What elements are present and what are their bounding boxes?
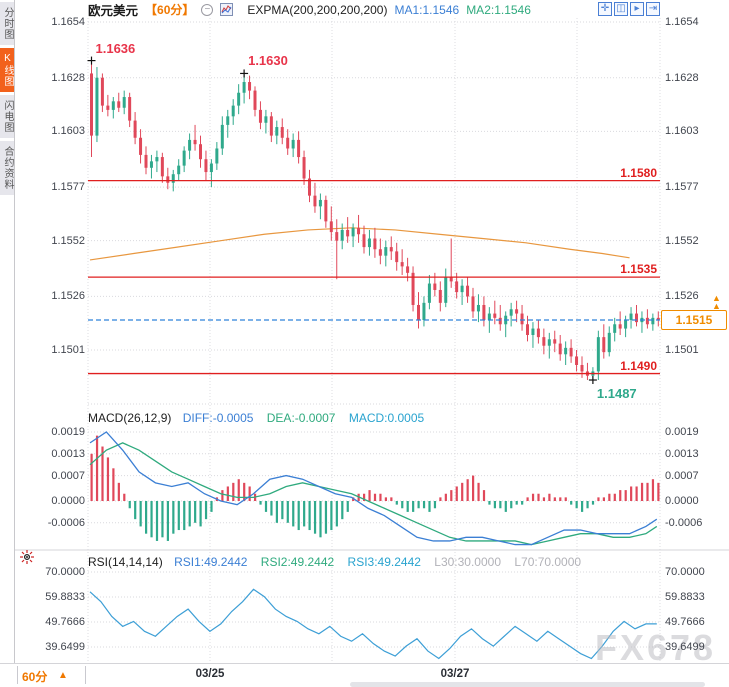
ma1-value: MA1:1.1546 — [394, 2, 460, 17]
axis-label: 1.1526 — [51, 290, 85, 303]
current-price-tag: 1.1515 — [661, 309, 727, 330]
sidebar-tab-kline[interactable]: K线图 — [0, 48, 14, 92]
indicator-chart-icon[interactable] — [220, 3, 234, 16]
axis-label: 59.8833 — [665, 591, 705, 603]
axis-label: 1.1501 — [665, 343, 699, 356]
axis-label: 1.1654 — [51, 16, 85, 28]
timeframe-label[interactable]: 60分 — [22, 670, 48, 684]
high-price-annotation: 1.1636 — [95, 40, 136, 56]
axis-label: 1.1628 — [51, 71, 85, 84]
divider — [85, 666, 86, 684]
shift-right-icon[interactable]: ⇥ — [646, 2, 660, 16]
period-label[interactable]: 【60分】 — [145, 3, 195, 17]
macd-dea-value: DEA:-0.0007 — [266, 411, 336, 425]
sidebar-tab-lightning[interactable]: 闪电图 — [0, 95, 14, 138]
rsi-l70-label: L70:70.0000 — [514, 555, 582, 569]
rsi-l30-label: L30:30.0000 — [434, 555, 501, 569]
price-up-arrow-icon: ▲ ▲ — [712, 292, 721, 311]
axis-label: 70.0000 — [45, 566, 85, 578]
level-line-label: 1.1535 — [620, 262, 657, 277]
toolbar: 欧元美元 【60分】 − EXPMA(200,200,200,200) MA1:… — [88, 1, 531, 19]
axis-label: 1.1654 — [665, 16, 699, 28]
divider — [17, 666, 18, 684]
chart-tool-icons: ✛ ◫ ▸ ⇥ — [598, 2, 660, 16]
indicator-settings-icon[interactable] — [20, 550, 34, 564]
axis-label: 0.0007 — [665, 469, 699, 482]
rsi3-value: RSI3:49.2442 — [347, 555, 421, 569]
ma2-value: MA2:1.1546 — [466, 2, 531, 17]
macd-header: MACD(26,12,9) DIFF:-0.0005 DEA:-0.0007 M… — [88, 411, 424, 425]
axis-label: 49.7666 — [45, 616, 85, 628]
axis-label: 0.0013 — [51, 447, 85, 460]
sidebar-tab-contract-info[interactable]: 合约资料 — [0, 141, 14, 195]
date-label-0325: 03/25 — [195, 668, 225, 680]
timeframe-dropdown-icon[interactable]: ▲ — [58, 670, 68, 681]
axis-label: 1.1552 — [665, 234, 699, 247]
axis-label: 0.0019 — [51, 425, 85, 438]
date-label-0327: 03/27 — [440, 668, 470, 680]
indicator-params-label: EXPMA(200,200,200,200) — [247, 2, 388, 17]
axis-label: 1.1577 — [51, 181, 85, 194]
horizontal-scrollbar[interactable] — [350, 682, 705, 687]
axis-label: -0.0006 — [47, 516, 85, 529]
sidebar-tab-timeshare[interactable]: 分时图 — [0, 2, 14, 45]
axis-label: 0.0000 — [51, 495, 85, 507]
rsi2-value: RSI2:49.2442 — [260, 555, 335, 569]
watermark: FX678 — [595, 627, 717, 668]
axis-label: 1.1552 — [51, 234, 85, 247]
rsi1-value: RSI1:49.2442 — [174, 555, 248, 569]
macd-diff-value: DIFF:-0.0005 — [182, 411, 254, 425]
swing-high-annotation: 1.1630 — [248, 53, 288, 69]
time-axis-bar: 60分 ▲ 03/25 03/27 — [0, 663, 729, 687]
macd-hist-value: MACD:0.0005 — [348, 411, 425, 425]
pan-chart-icon[interactable]: ▸ — [630, 2, 644, 16]
rsi-header: RSI(14,14,14) RSI1:49.2442 RSI2:49.2442 … — [88, 555, 581, 569]
sidebar: 分时图 K线图 闪电图 合约资料 — [0, 0, 15, 663]
low-price-annotation: 1.1487 — [596, 386, 637, 401]
axis-label: 70.0000 — [665, 566, 705, 578]
axis-label: 39.6499 — [45, 641, 85, 653]
axis-label: -0.0006 — [665, 516, 703, 529]
axis-label: 0.0019 — [665, 425, 699, 438]
axis-label: 1.1603 — [665, 125, 699, 138]
axis-label: 1.1603 — [51, 125, 85, 138]
axis-label: 49.7666 — [665, 616, 705, 628]
axis-label: 1.1526 — [665, 290, 699, 303]
zoom-axis-icon[interactable]: ◫ — [614, 2, 628, 16]
rsi-params-label: RSI(14,14,14) — [88, 555, 163, 569]
symbol-title: 欧元美元 — [88, 4, 139, 18]
axis-label: 0.0013 — [665, 447, 699, 460]
crosshair-icon[interactable]: ✛ — [598, 2, 612, 16]
axis-label: 1.1577 — [665, 181, 699, 194]
axis-label: 1.1501 — [51, 343, 85, 356]
axis-label: 0.0007 — [51, 469, 85, 482]
axis-label: 1.1628 — [665, 71, 699, 84]
level-line-label: 1.1490 — [620, 358, 657, 373]
level-line-label: 1.1580 — [620, 165, 657, 180]
axis-label: 59.8833 — [45, 591, 85, 603]
macd-params-label: MACD(26,12,9) — [88, 411, 172, 425]
axis-label: 39.6499 — [665, 641, 705, 653]
axis-label: 0.0000 — [665, 495, 699, 507]
collapse-indicator-icon[interactable]: − — [201, 3, 214, 16]
